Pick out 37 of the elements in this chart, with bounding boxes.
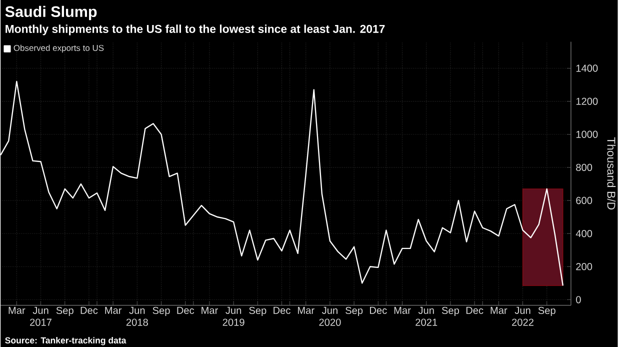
x-tick-label: Dec	[274, 306, 290, 314]
y-tick-label: 400	[576, 230, 592, 237]
x-tick-label: Sep	[442, 306, 460, 316]
x-tick-label: Mar	[105, 306, 122, 314]
x-tick-label: Dec	[370, 306, 387, 314]
x-tick-label: Sep	[152, 306, 170, 316]
x-tick-label: Mar	[490, 306, 508, 314]
x-tick-label: Sep	[249, 306, 266, 316]
chart-title: Saudi Slump	[5, 6, 97, 20]
x-tick-label: Mar	[202, 306, 218, 314]
y-tick-label: 1200	[576, 98, 598, 105]
y-tick-label: 1000	[576, 130, 598, 138]
y-tick-label: 0	[576, 296, 581, 304]
y-tick-label: 600	[576, 196, 592, 204]
x-tick-label: Dec	[466, 306, 484, 314]
source-note: Source: Tanker-tracking data	[5, 336, 126, 346]
x-tick-label: Mar	[298, 306, 314, 314]
x-tick-label: Jun 2018	[126, 306, 148, 326]
y-tick-label: 200	[576, 262, 592, 270]
x-tick-label: Jun 2021	[416, 306, 438, 326]
x-tick-label: Sep	[56, 306, 74, 316]
y-tick-label: 1400	[576, 64, 598, 72]
chart-subtitle: Monthly shipments to the US fall to the lowest since at least Jan. 2017	[6, 24, 385, 36]
x-tick-label: Jun 2019	[222, 306, 244, 326]
x-tick-label: Mar	[394, 306, 411, 314]
x-tick-label: Mar	[8, 306, 26, 314]
y-axis-title: Thousand B/D	[607, 137, 616, 210]
x-tick-label: Dec	[80, 306, 98, 314]
x-tick-label: Jun 2022	[512, 306, 534, 326]
legend-label: Observed exports to US	[14, 44, 104, 52]
x-tick-label: Sep	[346, 306, 363, 316]
line-series	[0, 80, 564, 286]
x-tick-label: Dec	[177, 306, 194, 314]
y-tick-label: 800	[576, 164, 592, 171]
x-tick-label: Jun 2017	[30, 306, 52, 326]
x-tick-label: Jun 2020	[319, 306, 341, 326]
x-tick-label: Sep	[538, 306, 556, 316]
